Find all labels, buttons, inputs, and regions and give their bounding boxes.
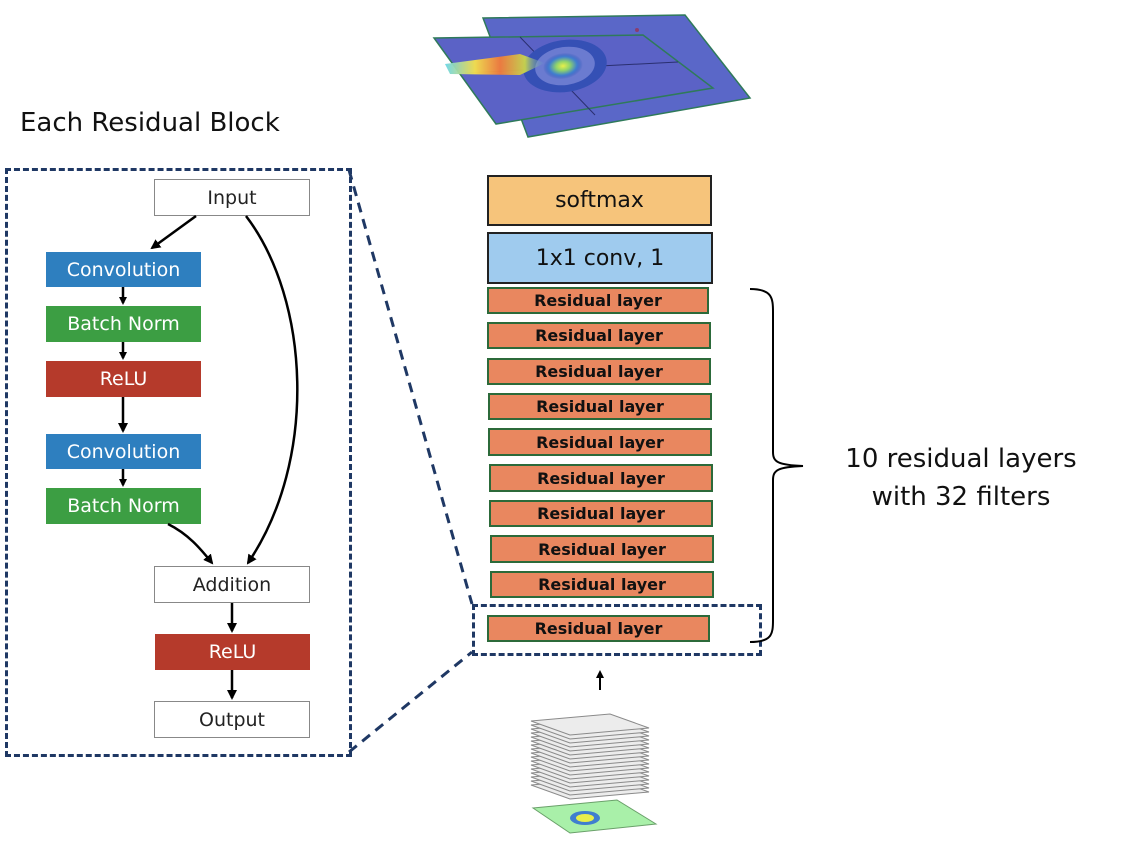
residual-block-title: Each Residual Block	[20, 108, 280, 138]
residual-layer: Residual layer	[490, 571, 714, 598]
arrow-bn-addition	[167, 522, 214, 565]
annotation-line-2: with 32 filters	[871, 482, 1051, 512]
input-feature-stack	[530, 713, 658, 834]
residual-layer: Residual layer	[487, 287, 709, 314]
softmax-layer: softmax	[487, 175, 712, 226]
arrow-input-conv	[150, 214, 197, 250]
residual-annotation: 10 residual layers with 32 filters	[836, 440, 1086, 516]
highlighted-residual-frame	[472, 604, 762, 656]
output-box: Output	[154, 701, 310, 738]
conv-1x1-layer: 1x1 conv, 1	[487, 232, 713, 284]
batch-norm-box-2: Batch Norm	[46, 488, 201, 524]
convolution-box-1: Convolution	[46, 252, 201, 287]
zoom-line-bottom	[348, 650, 473, 754]
residual-layer: Residual layer	[487, 358, 711, 385]
residual-layer: Residual layer	[490, 535, 714, 563]
skip-connection-arrow	[245, 215, 299, 565]
residual-layer: Residual layer	[488, 393, 712, 420]
brace	[749, 288, 804, 643]
convolution-box-2: Convolution	[46, 434, 201, 469]
residual-layer: Residual layer	[489, 500, 713, 527]
relu-box-1: ReLU	[46, 361, 201, 397]
relu-box-2: ReLU	[155, 634, 310, 670]
output-heatmap	[432, 14, 752, 138]
residual-block-frame	[5, 168, 352, 757]
annotation-line-1: 10 residual layers	[845, 444, 1077, 474]
residual-layer: Residual layer	[487, 322, 711, 349]
residual-layer: Residual layer	[487, 615, 710, 642]
batch-norm-box-1: Batch Norm	[46, 306, 201, 342]
residual-layer: Residual layer	[488, 428, 712, 456]
residual-layer: Residual layer	[489, 464, 713, 492]
zoom-line-top	[347, 169, 474, 605]
input-box: Input	[154, 179, 310, 216]
addition-box: Addition	[154, 566, 310, 603]
